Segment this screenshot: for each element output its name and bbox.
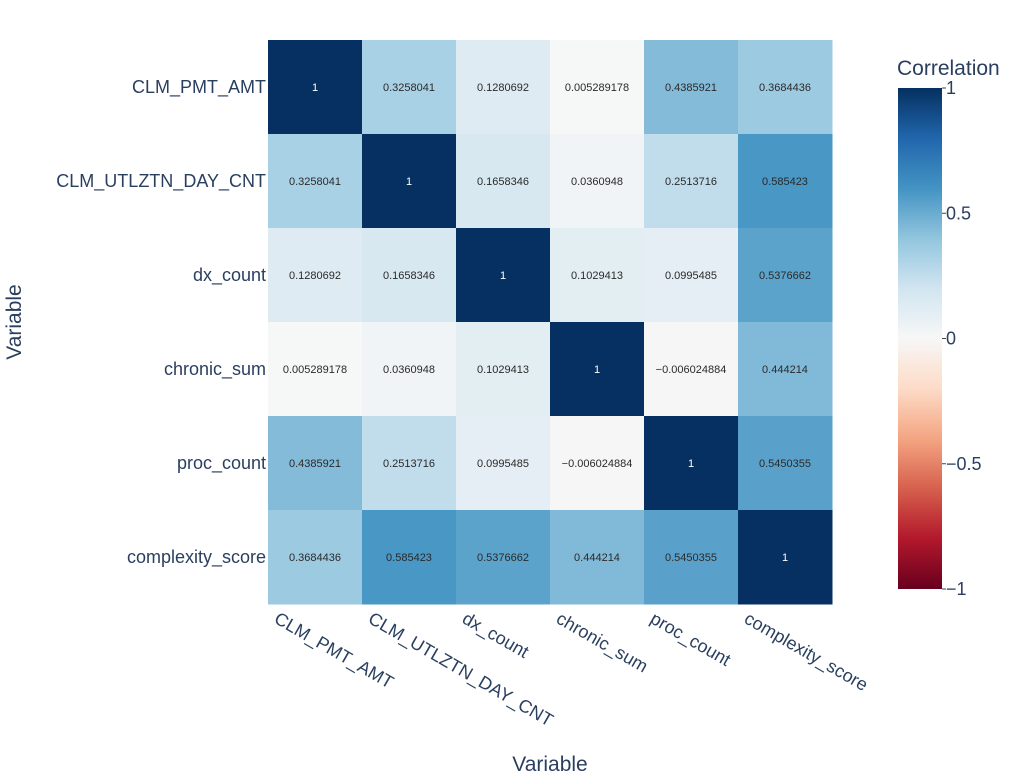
heatmap-cell xyxy=(738,416,833,511)
colorbar-gradient xyxy=(898,88,942,589)
heatmap-cell xyxy=(738,510,833,605)
cell-value-label: 0.005289178 xyxy=(283,364,347,376)
cell-value-label: 0.0360948 xyxy=(383,364,435,376)
cell-value-label: 0.0360948 xyxy=(571,176,623,188)
heatmap-cell xyxy=(362,416,457,511)
y-tick-label: CLM_UTLZTN_DAY_CNT xyxy=(56,171,266,192)
cell-value-label: −0.006024884 xyxy=(562,458,633,470)
cell-value-label: 0.5376662 xyxy=(477,552,529,564)
heatmap-cell xyxy=(738,134,833,229)
heatmap-cell xyxy=(362,228,457,323)
heatmap-cell xyxy=(362,134,457,229)
heatmap-cell xyxy=(456,322,551,417)
y-tick-label: proc_count xyxy=(177,453,266,474)
x-axis-title: Variable xyxy=(512,753,588,776)
heatmap-cell xyxy=(644,134,739,229)
colorbar-tick-label: −0.5 xyxy=(946,454,982,474)
heatmap-cell xyxy=(268,322,363,417)
colorbar-title: Correlation xyxy=(897,57,1000,80)
cell-value-label: 0.3684436 xyxy=(289,552,341,564)
heatmap-cell xyxy=(362,40,457,135)
x-tick-label: dx_count xyxy=(459,608,533,663)
cell-value-label: 0.005289178 xyxy=(565,82,629,94)
cell-value-label: 0.1658346 xyxy=(383,270,435,282)
x-tick-label: CLM_UTLZTN_DAY_CNT xyxy=(365,608,557,731)
heatmap-cell xyxy=(644,510,739,605)
cell-value-label: 0.5450355 xyxy=(759,458,811,470)
heatmap-cell xyxy=(644,228,739,323)
x-tick-label: chronic_sum xyxy=(553,608,652,677)
colorbar-ticks: 1 0.5 0 −0.5 −1 xyxy=(942,78,982,599)
cell-value-label: 1 xyxy=(688,458,694,470)
y-tick-label: CLM_PMT_AMT xyxy=(132,77,266,98)
cell-value-label: 0.1280692 xyxy=(477,82,529,94)
cell-value-label: 0.0995485 xyxy=(477,458,529,470)
cell-value-label: 1 xyxy=(500,270,506,282)
cell-value-label: 0.1280692 xyxy=(289,270,341,282)
heatmap-cell xyxy=(738,322,833,417)
heatmap-cell xyxy=(456,134,551,229)
cell-value-label: 0.2513716 xyxy=(665,176,717,188)
x-tick-label: proc_count xyxy=(647,608,735,671)
cell-value-label: 0.1658346 xyxy=(477,176,529,188)
cell-value-label: 0.1029413 xyxy=(477,364,529,376)
cell-value-label: 0.3258041 xyxy=(383,82,435,94)
cell-value-label: 0.4385921 xyxy=(665,82,717,94)
heatmap-cell xyxy=(456,416,551,511)
y-axis-title: Variable xyxy=(3,284,26,360)
heatmap-cell xyxy=(268,228,363,323)
cell-value-label: 0.585423 xyxy=(386,552,432,564)
heatmap-cell xyxy=(268,510,363,605)
heatmap-cell xyxy=(644,322,739,417)
cell-value-label: 0.585423 xyxy=(762,176,808,188)
cell-value-label: 0.5450355 xyxy=(665,552,717,564)
cell-value-label: 1 xyxy=(594,364,600,376)
cell-value-label: 1 xyxy=(782,552,788,564)
colorbar-tick-label: 1 xyxy=(946,78,956,98)
y-tick-label: chronic_sum xyxy=(164,359,266,380)
cell-value-label: 0.5376662 xyxy=(759,270,811,282)
heatmap-cell xyxy=(644,40,739,135)
heatmap-cell xyxy=(268,416,363,511)
y-axis-ticks: CLM_PMT_AMT CLM_UTLZTN_DAY_CNT dx_countchr… xyxy=(56,77,266,568)
heatmap-cell xyxy=(550,40,645,135)
heatmap-cell xyxy=(550,134,645,229)
cell-value-label: 0.1029413 xyxy=(571,270,623,282)
cell-value-label: −0.006024884 xyxy=(656,364,727,376)
heatmap-cell xyxy=(456,510,551,605)
y-tick-label: dx_count xyxy=(193,265,266,286)
heatmap-cells: 1 0.3258041 0.1280692 0.005289178 0.4385921 0… xyxy=(268,40,833,605)
heatmap-cell xyxy=(268,40,363,135)
cell-value-label: 0.3258041 xyxy=(289,176,341,188)
heatmap-cell xyxy=(268,134,363,229)
heatmap-cell xyxy=(362,510,457,605)
y-tick-label: complexity_score xyxy=(127,547,266,568)
colorbar-tick-label: 0 xyxy=(946,329,956,349)
cell-value-label: 0.4385921 xyxy=(289,458,341,470)
x-tick-label: complexity_score xyxy=(741,608,872,696)
cell-value-label: 0.444214 xyxy=(762,364,808,376)
heatmap-cell xyxy=(644,416,739,511)
heatmap-cell xyxy=(550,510,645,605)
heatmap-cell xyxy=(362,322,457,417)
heatmap-cell xyxy=(550,228,645,323)
colorbar: Correlation 1 0.5 0 −0.5 −1 xyxy=(897,57,1000,599)
cell-value-label: 0.2513716 xyxy=(383,458,435,470)
cell-value-label: 0.444214 xyxy=(574,552,620,564)
colorbar-tick-label: −1 xyxy=(946,579,967,599)
heatmap-cell xyxy=(738,228,833,323)
heatmap-cell xyxy=(456,228,551,323)
heatmap-cell xyxy=(550,322,645,417)
cell-value-label: 1 xyxy=(312,82,318,94)
heatmap-cell xyxy=(738,40,833,135)
heatmap-cell xyxy=(550,416,645,511)
cell-value-label: 0.0995485 xyxy=(665,270,717,282)
cell-value-label: 0.3684436 xyxy=(759,82,811,94)
heatmap-cell xyxy=(456,40,551,135)
colorbar-tick-label: 0.5 xyxy=(946,203,971,223)
cell-value-label: 1 xyxy=(406,176,412,188)
